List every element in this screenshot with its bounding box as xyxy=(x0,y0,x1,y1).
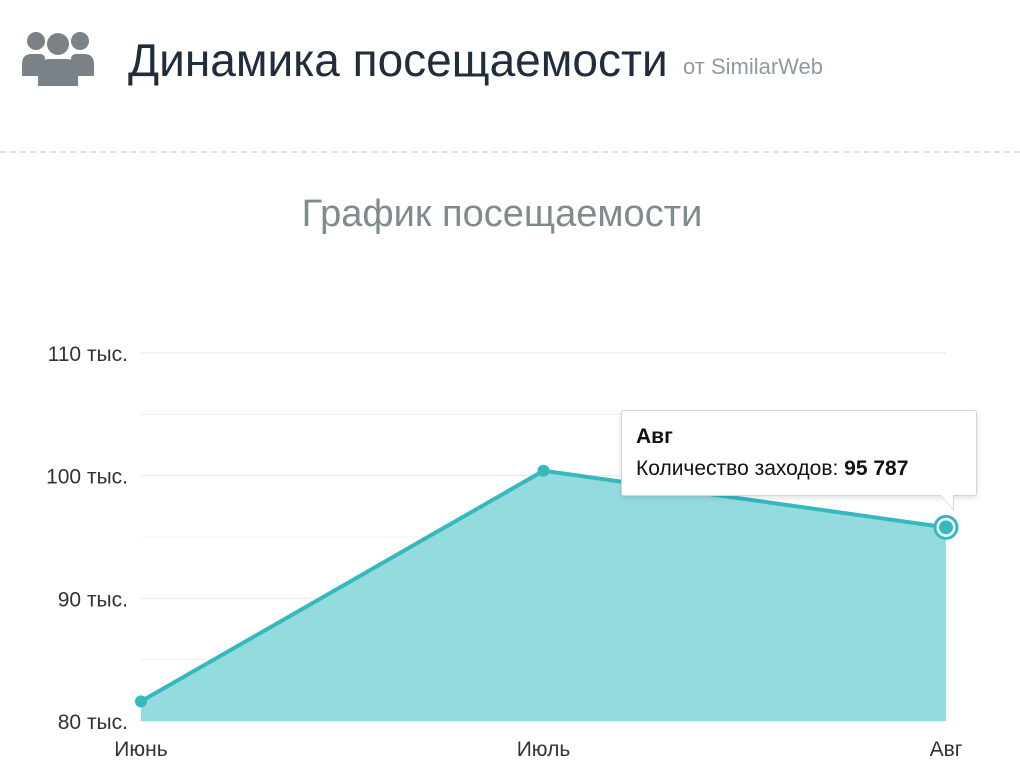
chart-tooltip: Авг Количество заходов: 95 787 xyxy=(621,410,977,511)
page-title: Динамика посещаемости xyxy=(128,34,668,86)
header: Динамика посещаемости от SimilarWeb xyxy=(0,0,1020,120)
y-tick-label: 90 тыс. xyxy=(58,588,128,611)
data-point xyxy=(135,695,147,708)
series-area xyxy=(141,470,946,721)
page-subtitle: от SimilarWeb xyxy=(683,54,824,79)
users-icon xyxy=(22,32,94,86)
y-tick-label: 80 тыс. xyxy=(58,711,128,734)
tooltip-line: Количество заходов: 95 787 xyxy=(636,457,908,481)
tooltip-label: Количество заходов: xyxy=(636,457,839,480)
data-point xyxy=(537,464,550,477)
x-tick-label: Авг xyxy=(930,738,963,761)
chart-title: График посещаемости xyxy=(301,193,703,235)
x-tick-label: Июль xyxy=(517,738,571,761)
tooltip-title: Авг xyxy=(636,425,673,448)
y-tick-label: 110 тыс. xyxy=(48,343,128,366)
divider xyxy=(0,151,1020,153)
x-tick-label: Июнь xyxy=(114,738,167,761)
y-tick-label: 100 тыс. xyxy=(46,466,128,489)
data-point xyxy=(939,520,953,535)
tooltip-value: 95 787 xyxy=(844,457,909,480)
